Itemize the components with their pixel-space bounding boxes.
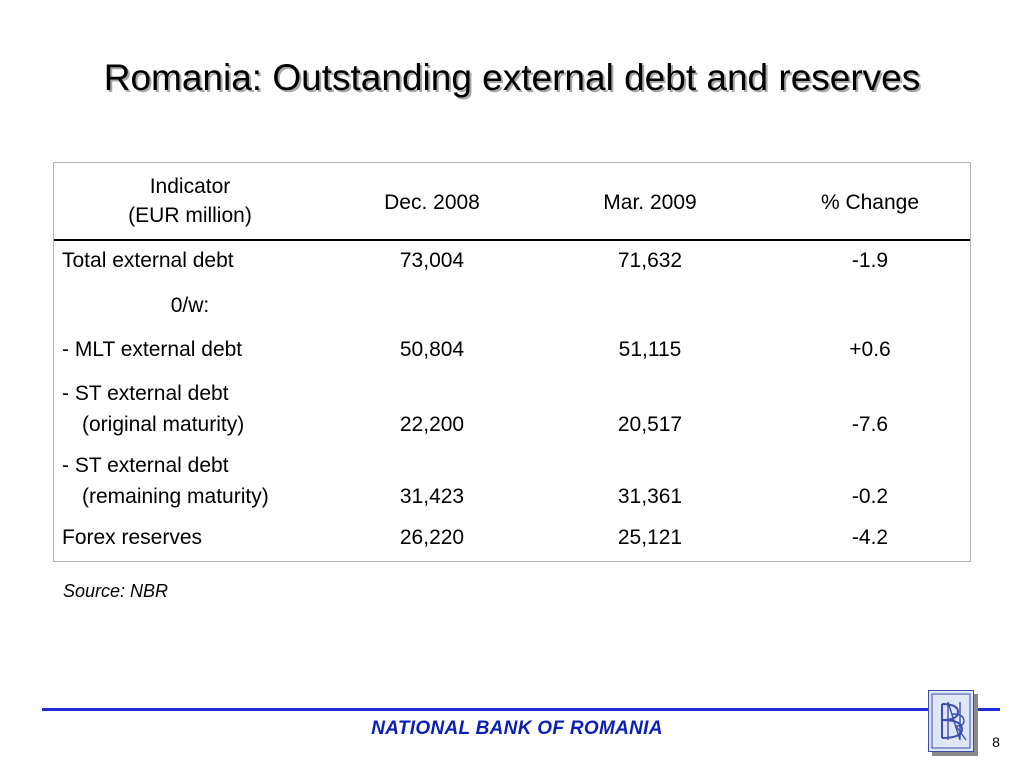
row-label-line2: (original maturity) xyxy=(82,413,245,436)
row-change: -4.2 xyxy=(851,526,889,549)
source-note: Source: NBR xyxy=(63,581,169,601)
row-label: 0/w: xyxy=(170,294,210,317)
row-dec-2008: 50,804 xyxy=(399,338,465,361)
row-mar-2009: 71,632 xyxy=(617,249,683,272)
page-number: 8 xyxy=(992,734,1000,750)
row-label-line1: - ST external debt xyxy=(62,382,229,405)
row-dec-2008: 26,220 xyxy=(399,526,465,549)
row-label: Forex reserves xyxy=(62,526,203,549)
row-mar-2009: 25,121 xyxy=(617,526,683,549)
header-indicator-line1: Indicator xyxy=(149,175,231,198)
row-dec-2008: 31,423 xyxy=(399,485,465,508)
row-change: +0.6 xyxy=(849,338,891,361)
bnr-logo-icon xyxy=(928,690,974,752)
row-label-line2: (remaining maturity) xyxy=(82,485,269,508)
row-label-line1: - ST external debt xyxy=(62,454,229,477)
row-mar-2009: 31,361 xyxy=(617,485,683,508)
row-label: Total external debt xyxy=(62,249,234,272)
row-dec-2008: 22,200 xyxy=(399,413,465,436)
slide-title: Romania: Outstanding external debt and r… xyxy=(103,57,921,98)
row-change: -1.9 xyxy=(851,249,889,272)
header-change: % Change xyxy=(820,191,920,214)
row-change: -0.2 xyxy=(851,485,889,508)
header-mar-2009: Mar. 2009 xyxy=(603,191,697,214)
row-mar-2009: 51,115 xyxy=(618,338,682,361)
footer-rule xyxy=(42,708,1000,711)
row-change: -7.6 xyxy=(851,413,889,436)
footer-bank-name: NATIONAL BANK OF ROMANIA xyxy=(371,718,663,739)
row-dec-2008: 73,004 xyxy=(399,249,465,272)
header-indicator-line2: (EUR million) xyxy=(128,204,252,227)
data-table: Indicator (EUR million) Dec. 2008 Mar. 2… xyxy=(53,162,971,562)
header-dec-2008: Dec. 2008 xyxy=(384,191,480,214)
row-mar-2009: 20,517 xyxy=(617,413,683,436)
header-rule xyxy=(54,239,970,241)
header-indicator: Indicator (EUR million) xyxy=(54,172,326,230)
row-label: - MLT external debt xyxy=(62,338,243,361)
